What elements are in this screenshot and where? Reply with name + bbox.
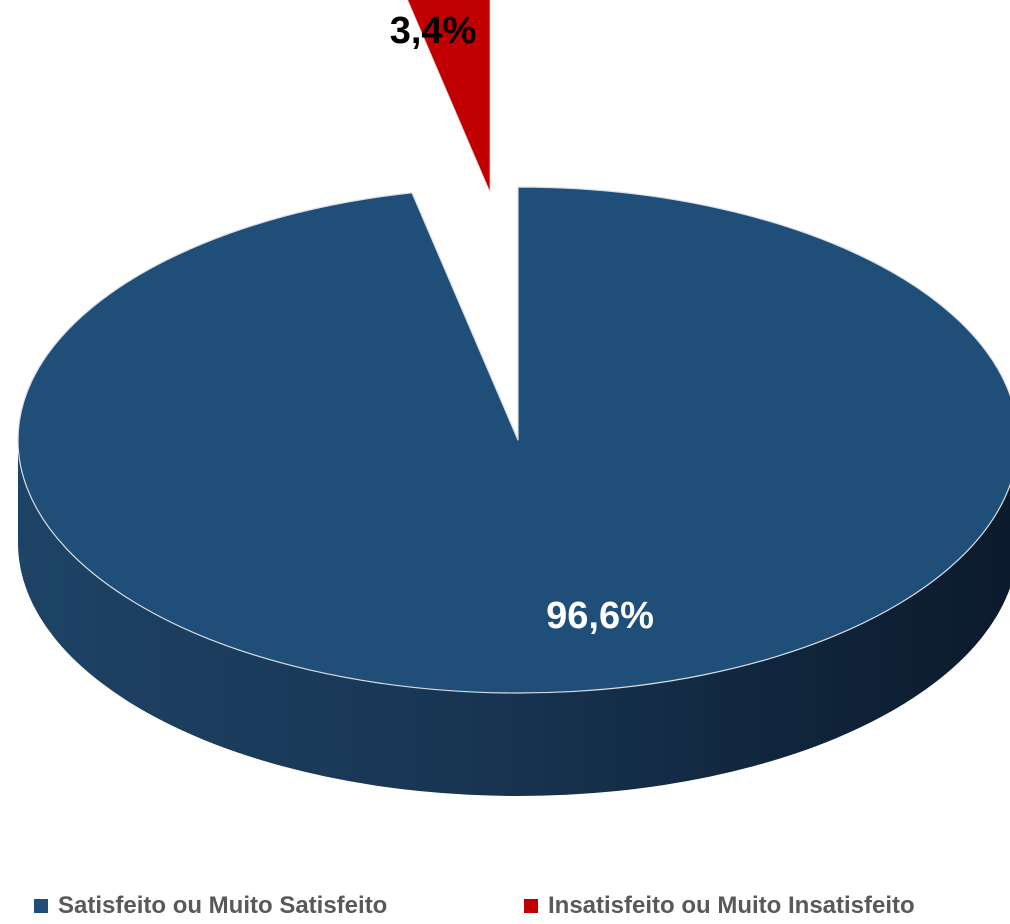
pie-slice-satisfeito (17, 186, 1010, 694)
slice-data-label-satisfeito: 96,6% (546, 595, 654, 637)
pie-layer (17, 0, 1010, 796)
pie-slice-insatisfeito (407, 0, 491, 193)
pie-slice-side-satisfeito (18, 440, 1010, 796)
legend-swatch-insatisfeito (524, 899, 538, 913)
slice-data-label-insatisfeito: 3,4% (390, 10, 477, 52)
legend-label-satisfeito: Satisfeito ou Muito Satisfeito (58, 892, 388, 919)
chart-legend: Satisfeito ou Muito Satisfeito Insatisfe… (0, 888, 1010, 924)
legend-item-satisfeito: Satisfeito ou Muito Satisfeito (34, 888, 387, 924)
legend-swatch-satisfeito (34, 899, 48, 913)
legend-item-insatisfeito: Insatisfeito ou Muito Insatisfeito (524, 888, 915, 924)
legend-label-insatisfeito: Insatisfeito ou Muito Insatisfeito (548, 892, 915, 919)
